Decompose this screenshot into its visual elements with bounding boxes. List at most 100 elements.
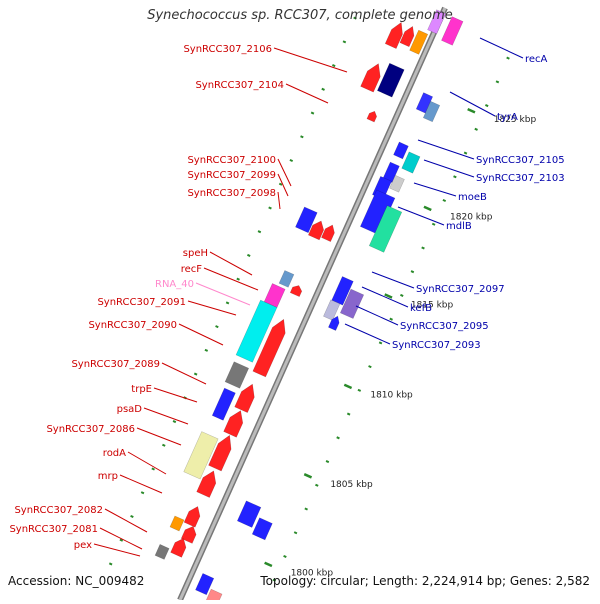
left-leader-line (127, 451, 167, 475)
feature-glyph (252, 318, 286, 378)
right-dot-guide (346, 412, 351, 416)
left-leader-line (153, 387, 198, 403)
left-gene-label: SynRCC307_2104 (195, 80, 284, 91)
feature-glyph (422, 100, 441, 123)
right-gene-label: SynRCC307_2105 (476, 155, 565, 166)
left-gene-label: SynRCC307_2099 (187, 170, 276, 181)
kbp-label: 1825 kbp (494, 115, 537, 125)
left-dot-guide (247, 253, 251, 257)
feature-glyph (409, 29, 429, 55)
left-dot-guide (119, 538, 124, 542)
feature-glyph (195, 573, 215, 596)
left-dot-guide (225, 301, 230, 305)
left-leader-line (119, 474, 163, 494)
left-gene-label: RNA_40 (155, 279, 194, 290)
left-leader-line (195, 282, 251, 306)
left-gene-label: rodA (103, 448, 126, 459)
left-dot-guide (236, 277, 240, 281)
right-gene-label: SynRCC307_2095 (400, 321, 489, 332)
left-gene-label: SynRCC307_2089 (71, 359, 160, 370)
left-leader-line (273, 47, 348, 73)
right-gene-label: SynRCC307_2097 (416, 284, 505, 295)
feature-glyph (393, 141, 409, 160)
feature-glyph (289, 285, 303, 298)
feature-glyph (328, 315, 340, 331)
left-dot-guide (193, 372, 198, 376)
feature-glyph (208, 434, 232, 472)
left-gene-label: SynRCC307_2081 (9, 524, 98, 535)
feature-glyph (278, 270, 295, 288)
feature-glyph (308, 220, 324, 241)
map-title: Synechococcus sp. RCC307, complete genom… (147, 8, 453, 23)
kbp-tick (467, 107, 476, 114)
left-leader-line (161, 362, 207, 385)
feature-glyph (223, 410, 244, 438)
kbp-tick (303, 473, 313, 479)
feature-glyph (251, 517, 273, 541)
left-gene-label: mrp (98, 471, 118, 482)
right-dot-guide (400, 293, 404, 297)
right-gene-label: SynRCC307_2103 (476, 173, 565, 184)
left-leader-line (178, 323, 224, 346)
feature-glyph (211, 387, 236, 421)
right-dot-guide (293, 531, 298, 535)
feature-glyph (427, 9, 447, 35)
feature-glyph (384, 21, 403, 49)
feature-glyph (236, 500, 262, 528)
left-dot-guide (172, 420, 177, 424)
left-dot-guide (268, 206, 272, 210)
left-dot-guide (162, 443, 166, 447)
left-dot-guide (151, 467, 155, 471)
right-dot-guide (453, 175, 457, 179)
backbone-highlight (178, 7, 447, 601)
feature-glyph (235, 299, 278, 363)
left-leader-line (99, 527, 143, 550)
left-dot-guide (257, 230, 262, 234)
right-dot-guide (421, 246, 425, 250)
feature-glyph (323, 299, 341, 321)
right-gene-label: kefB (410, 303, 432, 314)
left-gene-label: speH (183, 248, 208, 259)
feature-glyph (360, 63, 381, 93)
left-gene-label: SynRCC307_2086 (46, 424, 135, 435)
feature-glyph (401, 151, 421, 174)
left-leader-line (209, 251, 253, 276)
kbp-tick (343, 383, 353, 390)
right-gene-label: moeB (458, 192, 487, 203)
left-dot-guide (215, 325, 219, 329)
left-gene-label: SynRCC307_2106 (183, 44, 272, 55)
right-dot-guide (315, 483, 319, 487)
right-leader-line (397, 206, 445, 226)
feature-glyph (377, 62, 405, 98)
right-dot-guide (431, 222, 436, 226)
kbp-label: 1815 kbp (411, 300, 454, 310)
right-dot-guide (336, 436, 340, 440)
right-leader-line (371, 271, 415, 289)
feature-glyph (321, 224, 335, 242)
left-gene-label: recF (181, 264, 203, 275)
left-leader-line (203, 267, 259, 291)
left-gene-label: SynRCC307_2091 (97, 297, 186, 308)
left-dot-guide (353, 16, 357, 20)
genome-summary-text: Topology: circular; Length: 2,224,914 bp… (260, 574, 590, 588)
left-gene-label: SynRCC307_2090 (88, 320, 177, 331)
feature-glyph (399, 25, 415, 48)
right-dot-guide (463, 151, 468, 155)
right-leader-line (449, 91, 496, 117)
right-leader-line (417, 139, 475, 160)
left-dot-guide (321, 87, 325, 91)
kbp-label: 1810 kbp (370, 391, 413, 401)
kbp-tick (423, 205, 432, 212)
left-leader-line (285, 83, 329, 104)
right-dot-guide (506, 56, 510, 60)
right-gene-label: SynRCC307_2093 (392, 340, 481, 351)
left-dot-guide (140, 491, 145, 495)
left-leader-line (136, 427, 182, 446)
left-leader-line (93, 543, 141, 557)
feature-glyph (169, 515, 185, 532)
left-gene-label: SynRCC307_2100 (187, 155, 276, 166)
right-dot-guide (283, 554, 287, 558)
feature-glyph (415, 92, 434, 114)
right-leader-line (479, 37, 524, 59)
kbp-label: 1800 kbp (291, 569, 334, 579)
